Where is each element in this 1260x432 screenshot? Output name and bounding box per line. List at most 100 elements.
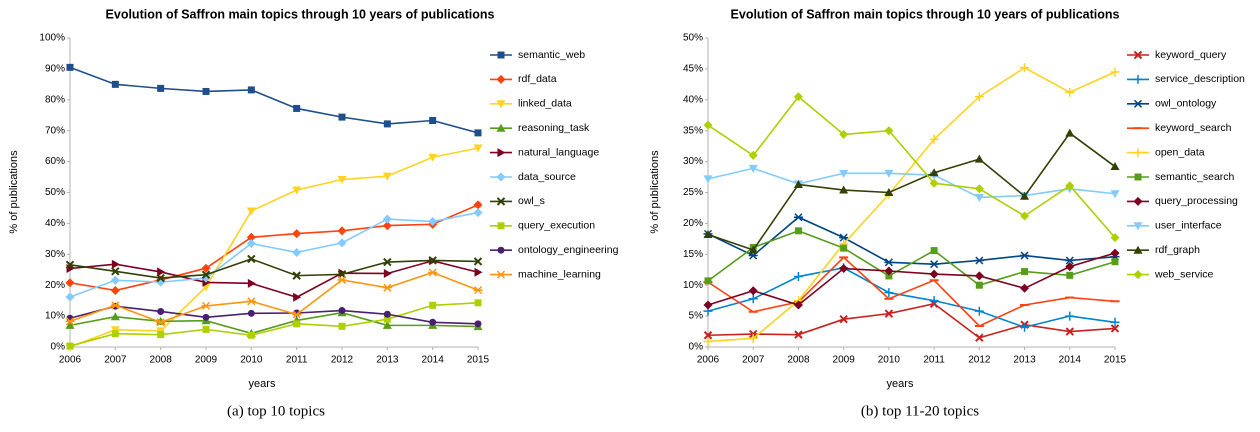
marker xyxy=(382,320,392,329)
marker xyxy=(1065,87,1075,97)
marker xyxy=(293,292,302,302)
x-tick-label: 2011 xyxy=(286,355,308,366)
marker xyxy=(1020,211,1030,221)
marker xyxy=(428,217,438,227)
marker xyxy=(201,270,211,279)
legend-label: rdf_data xyxy=(518,73,557,85)
marker xyxy=(246,232,256,242)
y-tick-label: 60% xyxy=(45,156,65,167)
marker xyxy=(473,286,483,295)
marker xyxy=(110,326,120,335)
marker xyxy=(496,197,506,206)
y-tick-label: 5% xyxy=(689,311,704,322)
marker xyxy=(1020,283,1030,293)
marker xyxy=(748,286,758,296)
y-tick-label: 20% xyxy=(45,280,65,291)
series-line xyxy=(69,311,479,335)
y-tick-label: 15% xyxy=(683,249,703,260)
y-tick-label: 100% xyxy=(39,33,65,44)
marker xyxy=(110,312,120,321)
y-tick-label: 45% xyxy=(683,64,703,75)
x-axis-title: years xyxy=(887,378,914,390)
series-line xyxy=(69,211,479,298)
marker xyxy=(703,331,713,340)
marker xyxy=(1110,233,1120,243)
legend-label: semantic_web xyxy=(518,49,585,61)
marker xyxy=(1133,99,1143,108)
marker xyxy=(111,330,119,338)
series-line xyxy=(69,258,479,279)
marker xyxy=(110,301,120,310)
marker xyxy=(497,148,506,158)
marker xyxy=(111,259,120,269)
marker xyxy=(839,129,849,139)
marker xyxy=(793,213,803,222)
marker xyxy=(292,310,302,319)
marker xyxy=(748,164,758,173)
marker xyxy=(793,179,803,188)
caption: (a) top 10 topics xyxy=(227,403,325,419)
marker xyxy=(1020,322,1030,332)
marker xyxy=(1133,148,1143,158)
marker xyxy=(474,129,482,137)
marker xyxy=(428,256,437,265)
x-axis-title: years xyxy=(249,378,276,390)
marker xyxy=(337,238,347,248)
x-tick-label: 2013 xyxy=(1013,355,1036,366)
marker xyxy=(975,281,983,289)
marker xyxy=(202,325,210,333)
marker xyxy=(884,309,894,318)
marker xyxy=(382,283,392,292)
legend-label: natural_language xyxy=(518,146,599,158)
marker xyxy=(929,134,939,144)
marker xyxy=(383,268,392,278)
marker xyxy=(793,92,803,102)
marker xyxy=(429,318,437,326)
marker xyxy=(703,120,713,130)
chart: Evolution of Saffron main topics through… xyxy=(649,7,1245,419)
y-tick-label: 35% xyxy=(683,125,703,136)
marker xyxy=(201,301,211,310)
marker xyxy=(157,267,166,277)
y-tick-label: 0% xyxy=(51,342,66,353)
y-tick-label: 90% xyxy=(45,64,65,75)
marker xyxy=(65,320,75,329)
y-tick-label: 20% xyxy=(683,218,703,229)
marker xyxy=(703,175,713,184)
legend-label: data_source xyxy=(518,171,576,183)
marker xyxy=(1065,128,1075,137)
series-line xyxy=(707,66,1116,343)
marker xyxy=(111,80,119,88)
marker xyxy=(1133,222,1143,231)
marker xyxy=(474,320,482,328)
marker xyxy=(383,310,391,318)
marker xyxy=(1134,173,1142,181)
marker xyxy=(474,299,482,307)
marker xyxy=(748,150,758,160)
legend-label: web_service xyxy=(1154,268,1214,280)
legend-label: machine_learning xyxy=(518,268,601,280)
legend-label: query_processing xyxy=(1155,195,1238,207)
series-line xyxy=(69,302,479,347)
marker xyxy=(293,104,301,112)
legend-label: open_data xyxy=(1155,146,1205,158)
marker xyxy=(974,154,984,163)
x-tick-label: 2009 xyxy=(195,355,218,366)
marker xyxy=(1065,327,1074,336)
y-tick-label: 25% xyxy=(683,187,703,198)
marker xyxy=(1111,258,1119,266)
legend-label: rdf_graph xyxy=(1155,244,1200,256)
marker xyxy=(246,238,256,248)
marker xyxy=(703,336,713,346)
marker xyxy=(111,267,120,276)
marker xyxy=(65,260,75,270)
marker xyxy=(65,292,75,302)
series-line xyxy=(69,259,479,299)
marker xyxy=(428,153,438,162)
marker xyxy=(337,226,347,236)
series-line xyxy=(707,302,1116,339)
legend-label: owl_s xyxy=(518,195,545,207)
y-tick-label: 70% xyxy=(45,125,65,136)
marker xyxy=(292,247,302,257)
marker xyxy=(247,86,255,94)
